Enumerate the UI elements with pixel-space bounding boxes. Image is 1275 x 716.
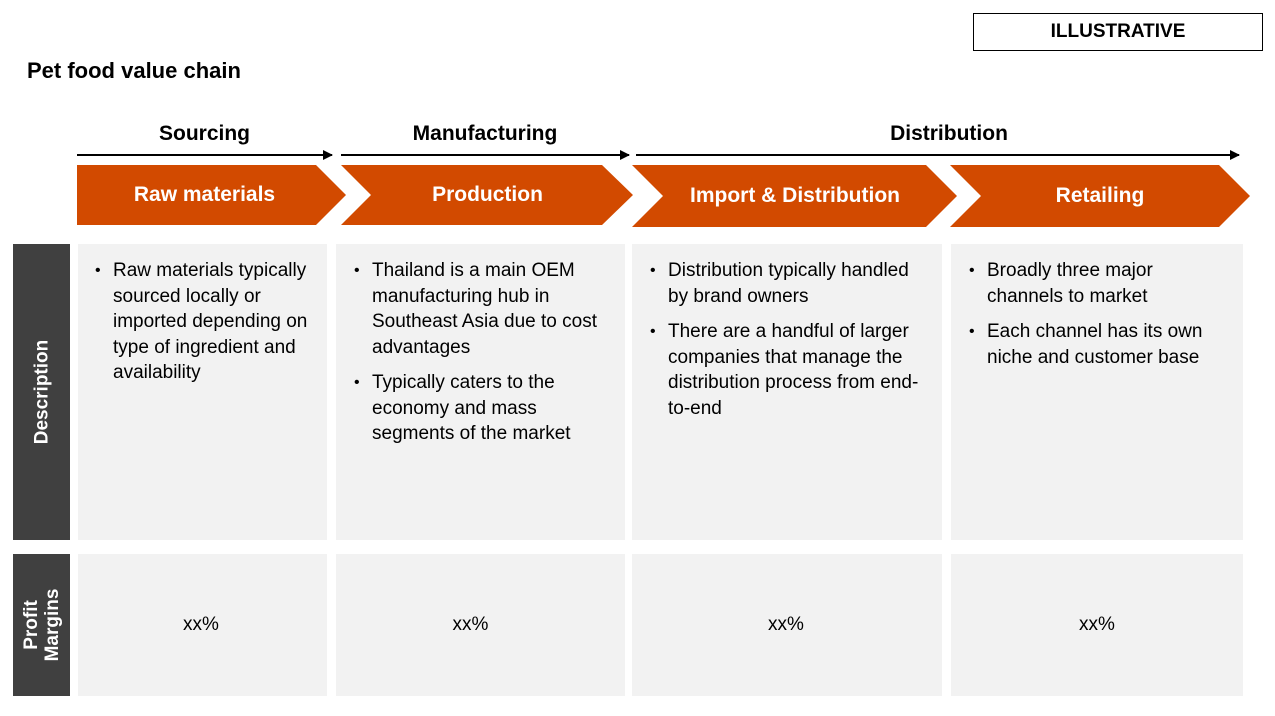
phase-distribution-label: Distribution: [890, 122, 1008, 145]
stage-production-label: Production: [432, 183, 543, 206]
phase-manufacturing-label: Manufacturing: [412, 122, 558, 145]
row-header-profit-margins-label: Profit Margins: [21, 589, 63, 662]
stage-chevron-import-distribution: [632, 165, 957, 227]
margin-value: xx%: [768, 614, 804, 635]
stage-chevron-production: [341, 165, 633, 225]
margin-cell-raw-materials: xx%: [78, 554, 327, 696]
phase-sourcing-label: Sourcing: [158, 122, 250, 145]
margin-value: xx%: [1079, 614, 1115, 635]
margin-cell-retailing: xx%: [951, 554, 1243, 696]
stage-retailing-label: Retailing: [1055, 184, 1145, 207]
row-header-profit-margins: Profit Margins: [13, 554, 70, 696]
stage-raw-materials-label: Raw materials: [133, 183, 276, 206]
description-cell-raw-materials: Raw materials typically sourced locally …: [78, 244, 327, 540]
description-bullet: Thailand is a main OEM manufacturing hub…: [353, 258, 613, 360]
profit-margins-line1: Profit: [20, 600, 42, 650]
row-header-description-label: Description: [31, 339, 52, 445]
description-bullet: Broadly three major channels to market: [968, 258, 1233, 309]
description-bullet: There are a handful of larger companies …: [649, 319, 930, 421]
margin-cell-production: xx%: [336, 554, 625, 696]
row-header-description: Description: [13, 244, 70, 540]
profit-margins-line2: Margins: [41, 588, 63, 662]
stage-import-distribution-label: Import & Distribution: [690, 184, 900, 207]
description-bullet: Distribution typically handled by brand …: [649, 258, 930, 309]
description-cell-production: Thailand is a main OEM manufacturing hub…: [336, 244, 625, 540]
margin-value: xx%: [183, 614, 219, 635]
margin-value: xx%: [452, 614, 489, 635]
description-bullet: Raw materials typically sourced locally …: [94, 258, 317, 386]
stage-chevron-retailing: [950, 165, 1250, 227]
stage-chevron-raw-materials: [77, 165, 346, 225]
margin-cell-import-distribution: xx%: [632, 554, 942, 696]
illustrative-badge: ILLUSTRATIVE: [973, 13, 1263, 51]
description-cell-retailing: Broadly three major channels to market E…: [951, 244, 1243, 540]
description-cell-import-distribution: Distribution typically handled by brand …: [632, 244, 942, 540]
description-bullet: Typically caters to the economy and mass…: [353, 370, 613, 447]
page-title: Pet food value chain: [27, 58, 241, 83]
description-bullet: Each channel has its own niche and custo…: [968, 319, 1233, 370]
